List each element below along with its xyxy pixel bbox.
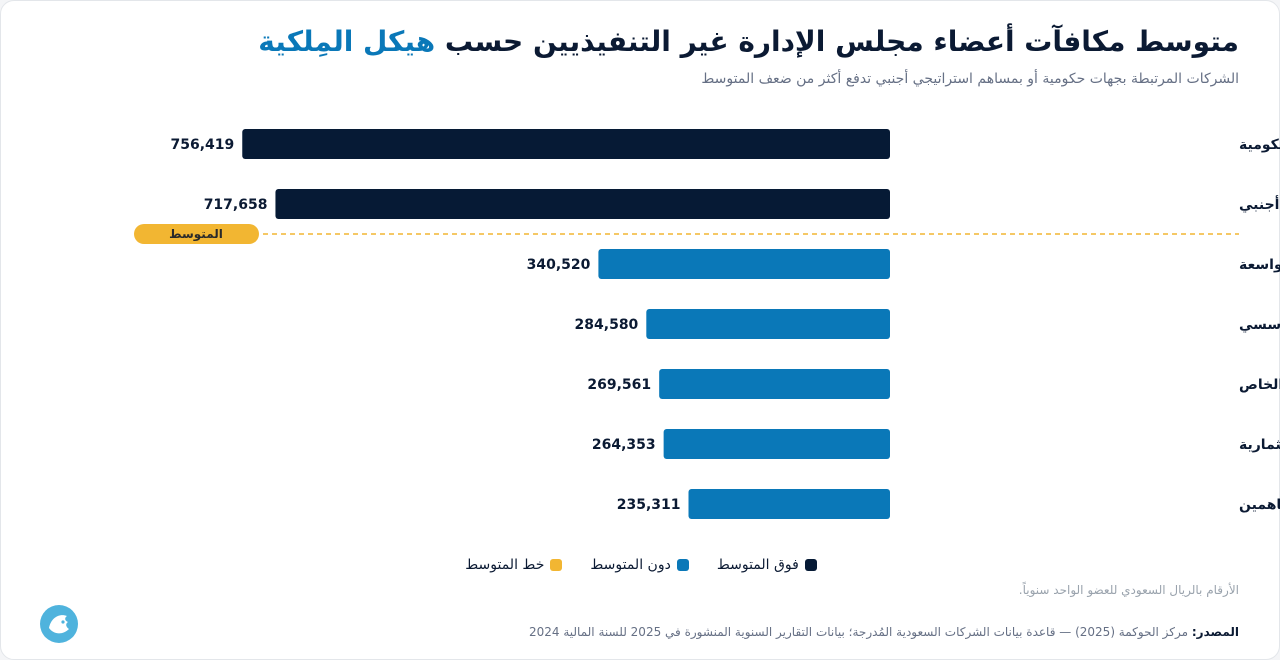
source-label: المصدر: xyxy=(1191,625,1239,639)
bar-5 xyxy=(663,429,890,459)
value-label-0: 756,419 xyxy=(170,137,234,153)
legend-label-above: فوق المتوسط xyxy=(716,557,799,573)
value-label-4: 269,561 xyxy=(587,377,651,393)
legend-label-average: خط المتوسط xyxy=(465,557,545,573)
chart-title: متوسط مكافآت أعضاء مجلس الإدارة غير التن… xyxy=(258,25,1239,58)
bar-2 xyxy=(598,249,890,279)
value-label-3: 284,580 xyxy=(575,317,639,333)
chart-title-accent: هيكل المِلكية xyxy=(258,25,436,58)
average-label: المتوسط xyxy=(169,227,223,242)
source-line: المصدر: مركز الحوكمة (2025) — قاعدة بيان… xyxy=(529,625,1239,639)
legend-label-below: دون المتوسط xyxy=(590,557,671,573)
currency-note: الأرقام بالريال السعودي للعضو الواحد سنو… xyxy=(1018,583,1239,597)
legend-swatch-average xyxy=(550,559,563,571)
bar-4 xyxy=(659,369,890,399)
value-label-5: 264,353 xyxy=(592,437,656,453)
legend-item-average: خط المتوسط xyxy=(465,557,563,573)
bar-6 xyxy=(688,489,890,519)
category-label-4: تخضع لسيطرة عائلية أو مؤسس أو كبار ملاك … xyxy=(1239,375,1280,393)
bar-0 xyxy=(242,129,890,159)
bar-3 xyxy=(646,309,890,339)
category-label-1: يقودها مساهم استراتيجي أجنبي xyxy=(1239,195,1280,213)
value-label-1: 717,658 xyxy=(204,197,268,213)
legend-item-above: فوق المتوسط xyxy=(717,557,817,573)
value-label-6: 235,311 xyxy=(617,497,681,513)
category-label-6: مِلكية مختلطة لكبار المساهمين xyxy=(1239,497,1280,513)
category-label-3: يقودها مساهم استراتيجي مؤسسي xyxy=(1239,317,1280,333)
legend-swatch-above xyxy=(804,559,817,571)
chart-title-main: متوسط مكافآت أعضاء مجلس الإدارة غير التن… xyxy=(444,25,1239,58)
brand-logo-icon xyxy=(40,605,78,643)
legend-item-below: دون المتوسط xyxy=(590,557,689,573)
source-text: مركز الحوكمة (2025) — قاعدة بيانات الشرك… xyxy=(528,625,1189,639)
average-pill xyxy=(134,224,259,244)
legend-swatch-below xyxy=(676,559,689,571)
bar-chart: 756,419 مرتبطة بجهات حكومية 717,658 يقودها … xyxy=(134,129,1280,519)
category-label-0: مرتبطة بجهات حكومية xyxy=(1239,137,1280,153)
category-label-5: تقودها مؤسسة مالية / استثمارية xyxy=(1239,437,1280,453)
category-label-2: قاعدة مِلكية واسعة xyxy=(1239,257,1280,273)
chart-subtitle: الشركات المرتبطة بجهات حكومية أو بمساهم … xyxy=(701,71,1239,87)
value-label-2: 340,520 xyxy=(527,257,591,273)
bar-1 xyxy=(275,189,890,219)
chart-legend: فوق المتوسط دون المتوسط خط المتوسط xyxy=(1,557,1280,573)
